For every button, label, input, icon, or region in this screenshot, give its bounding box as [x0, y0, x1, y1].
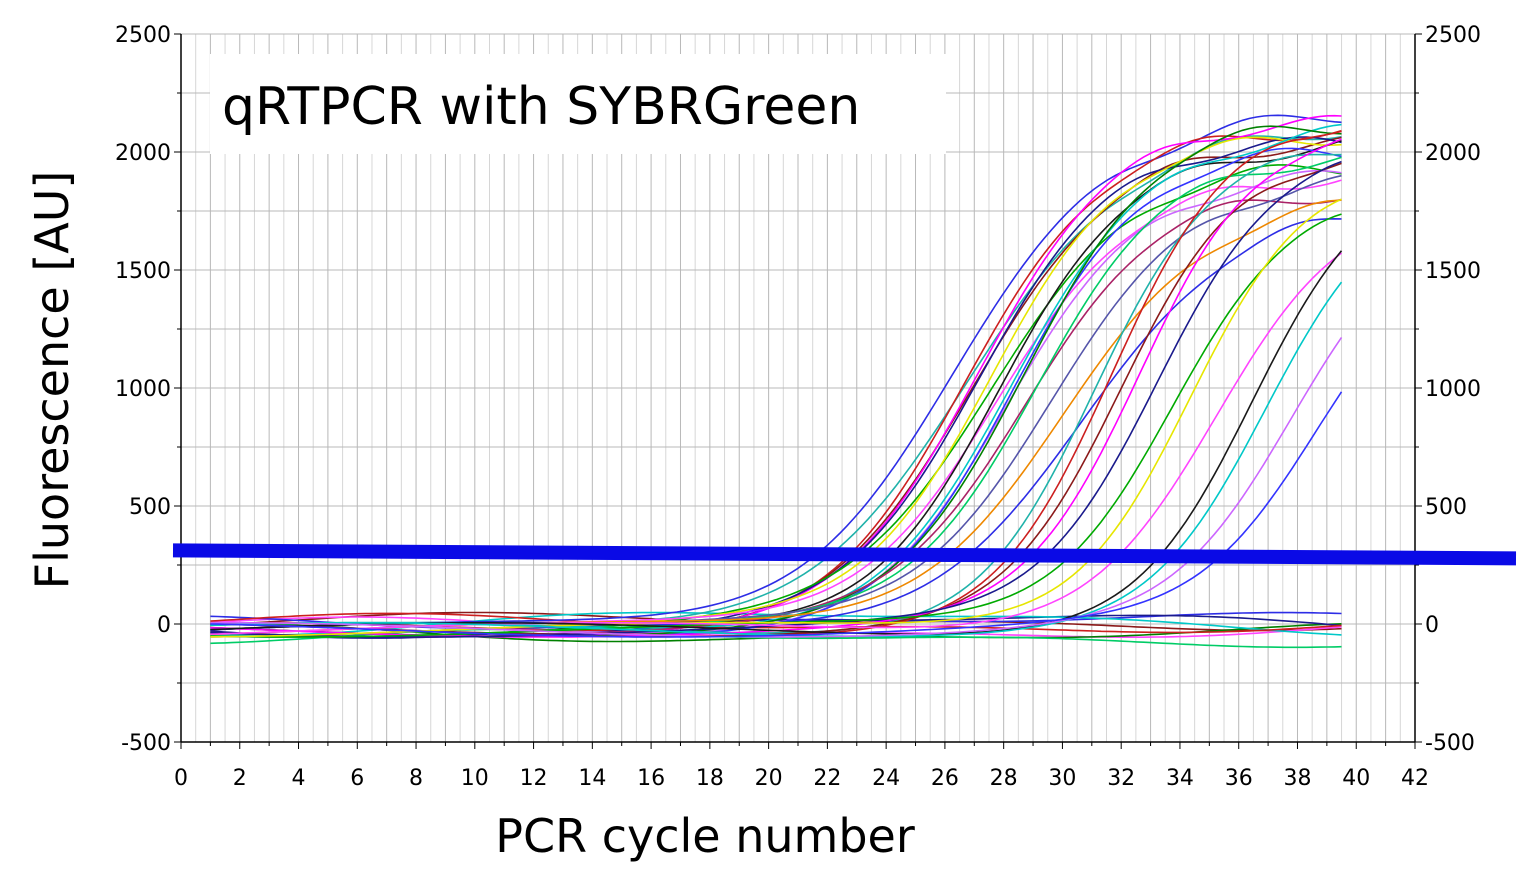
x-tick-label: 2 [233, 766, 247, 791]
chart-title: qRTPCR with SYBRGreen [222, 77, 860, 137]
x-tick-label: 0 [174, 766, 188, 791]
x-tick-label: 38 [1283, 766, 1311, 791]
x-tick-label: 32 [1107, 766, 1135, 791]
x-tick-label: 30 [1048, 766, 1076, 791]
y-tick-label-left: -500 [121, 731, 171, 756]
y-axis-title: Fluorescence [AU] [25, 171, 79, 590]
x-tick-label: 6 [350, 766, 364, 791]
x-tick-label: 16 [637, 766, 665, 791]
threshold-line [172, 543, 1517, 566]
y-tick-label-left: 1000 [115, 377, 171, 402]
tick-labels: 0 2 4 6 8 10 12 14 16 18 20 22 24 26 28 30 32 34 36 38 40 42-… [115, 23, 1481, 791]
x-tick-label: 36 [1225, 766, 1253, 791]
threshold-line-group [172, 543, 1517, 566]
amplification-curve [210, 391, 1343, 638]
y-tick-label-left: 2000 [115, 141, 171, 166]
y-tick-label-right: 1000 [1425, 377, 1481, 402]
y-tick-label-right: 0 [1425, 613, 1439, 638]
x-tick-label: 12 [520, 766, 548, 791]
title-box [210, 54, 946, 154]
x-axis-title: PCR cycle number [495, 809, 915, 863]
x-tick-label: 28 [990, 766, 1018, 791]
y-tick-label-left: 500 [129, 495, 171, 520]
x-tick-label: 4 [292, 766, 306, 791]
x-tick-label: 40 [1342, 766, 1370, 791]
y-tick-label-right: 1500 [1425, 259, 1481, 284]
x-tick-label: 20 [755, 766, 783, 791]
amplification-curve [210, 252, 1342, 635]
x-tick-label: 24 [872, 766, 900, 791]
y-tick-label-left: 0 [157, 613, 171, 638]
x-tick-label: 42 [1401, 766, 1429, 791]
x-tick-label: 10 [461, 766, 489, 791]
amplification-curves [210, 114, 1343, 649]
y-tick-label-left: 1500 [115, 259, 171, 284]
x-tick-label: 26 [931, 766, 959, 791]
amplification-curve [210, 336, 1343, 638]
x-tick-label: 18 [696, 766, 724, 791]
y-tick-label-right: 2500 [1425, 23, 1481, 48]
y-tick-label-right: 2000 [1425, 141, 1481, 166]
x-tick-label: 34 [1166, 766, 1194, 791]
y-tick-label-left: 2500 [115, 23, 171, 48]
baseline-curve [210, 612, 1342, 634]
amplification-curve [210, 198, 1342, 638]
axes [174, 33, 1422, 749]
y-tick-label-right: 500 [1425, 495, 1467, 520]
x-tick-label: 22 [813, 766, 841, 791]
x-tick-label: 14 [578, 766, 606, 791]
y-tick-label-right: -500 [1425, 731, 1475, 756]
x-tick-label: 8 [409, 766, 423, 791]
